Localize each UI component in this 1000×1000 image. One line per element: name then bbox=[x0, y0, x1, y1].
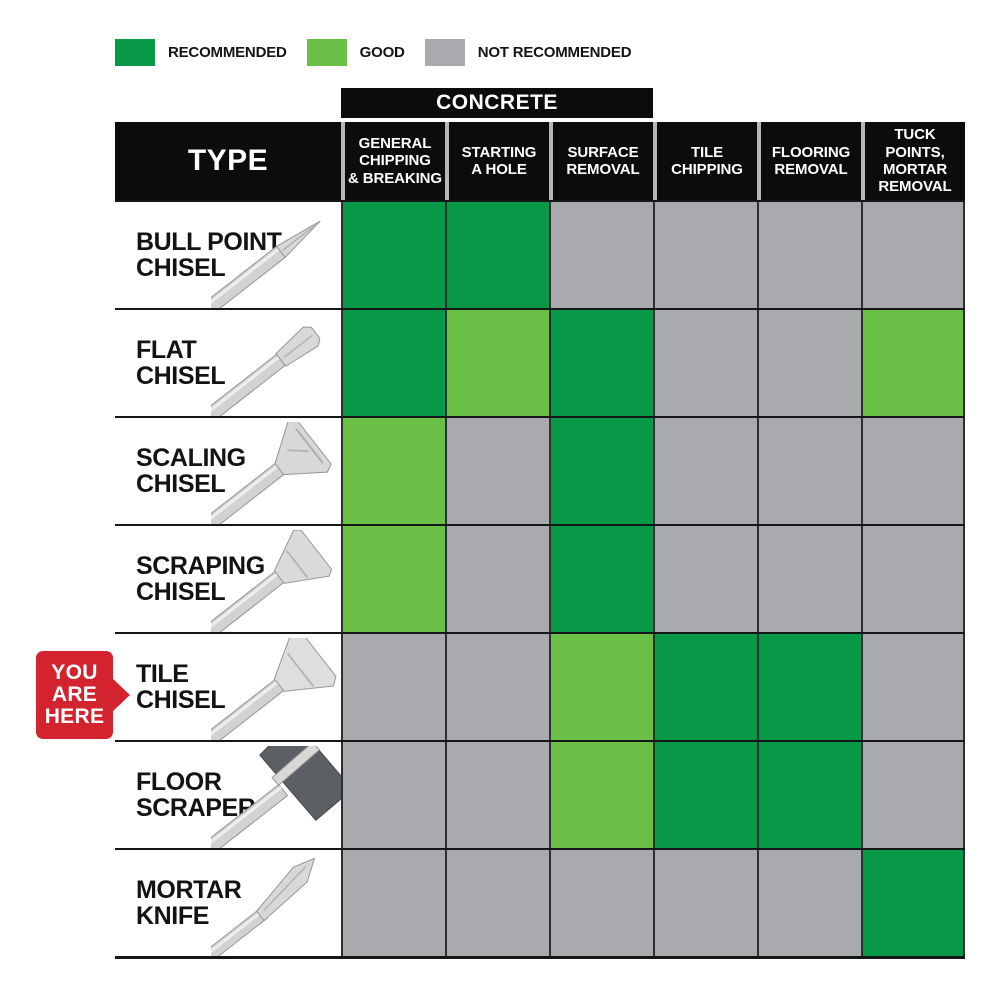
tile-chisel-image bbox=[211, 638, 337, 740]
table-row-tile-chisel: TILE CHISEL bbox=[115, 632, 965, 740]
matrix-cell bbox=[341, 850, 445, 956]
mortar-knife-image bbox=[211, 857, 316, 956]
matrix-cell bbox=[653, 742, 757, 848]
matrix-cell bbox=[445, 526, 549, 632]
good-swatch bbox=[306, 39, 347, 66]
column-header-tuck-points: TUCK POINTS, MORTAR REMOVAL bbox=[861, 122, 965, 200]
column-header-flooring-removal: FLOORING REMOVAL bbox=[757, 122, 861, 200]
table-row-scraping-chisel: SCRAPING CHISEL bbox=[115, 524, 965, 632]
table-row-scaling-chisel: SCALING CHISEL bbox=[115, 416, 965, 524]
column-header-general-chipping: GENERAL CHIPPING & BREAKING bbox=[341, 122, 445, 200]
matrix-cell bbox=[861, 742, 965, 848]
matrix-cell bbox=[549, 418, 653, 524]
row-label-floor-scraper: FLOOR SCRAPER bbox=[115, 742, 341, 848]
matrix-cell bbox=[549, 202, 653, 308]
matrix-cell bbox=[757, 742, 861, 848]
matrix-cell bbox=[445, 634, 549, 740]
matrix-cell bbox=[757, 202, 861, 308]
recommended-swatch bbox=[115, 39, 155, 66]
column-header-starting-a-hole: STARTING A HOLE bbox=[445, 122, 549, 200]
column-header-row: TYPE GENERAL CHIPPING & BREAKING STARTIN… bbox=[115, 122, 965, 200]
matrix-cell bbox=[861, 418, 965, 524]
bull-point-chisel-image bbox=[211, 220, 321, 308]
matrix-cell bbox=[341, 310, 445, 416]
matrix-cell bbox=[653, 850, 757, 956]
legend-label: NOT RECOMMENDED bbox=[477, 44, 632, 61]
row-label-scaling-chisel: SCALING CHISEL bbox=[115, 418, 341, 524]
matrix-cell bbox=[445, 850, 549, 956]
matrix-cell bbox=[861, 634, 965, 740]
matrix-cell bbox=[861, 310, 965, 416]
scraping-chisel-image bbox=[211, 530, 333, 632]
matrix-cell bbox=[757, 850, 861, 956]
matrix-cell bbox=[445, 418, 549, 524]
legend-item-not-recommended: NOT RECOMMENDED bbox=[424, 39, 632, 66]
concrete-group-header: CONCRETE bbox=[341, 88, 653, 118]
matrix-cell bbox=[445, 310, 549, 416]
scaling-chisel-image bbox=[211, 422, 332, 524]
you-are-here-badge: YOU ARE HERE bbox=[36, 651, 113, 739]
legend: RECOMMENDED GOOD NOT RECOMMENDED bbox=[115, 39, 632, 66]
matrix-cell bbox=[549, 634, 653, 740]
legend-item-recommended: RECOMMENDED bbox=[115, 39, 287, 66]
legend-label: RECOMMENDED bbox=[168, 44, 287, 61]
table-row-mortar-knife: MORTAR KNIFE bbox=[115, 848, 965, 956]
matrix-cell bbox=[757, 418, 861, 524]
badge-line: ARE bbox=[51, 682, 98, 706]
floor-scraper-image bbox=[211, 746, 341, 848]
type-header: TYPE bbox=[115, 122, 341, 200]
matrix-cell bbox=[653, 526, 757, 632]
not-recommended-swatch bbox=[424, 39, 465, 66]
column-header-surface-removal: SURFACE REMOVAL bbox=[549, 122, 653, 200]
matrix-cell bbox=[549, 742, 653, 848]
matrix-cell bbox=[861, 202, 965, 308]
matrix-cell bbox=[861, 850, 965, 956]
matrix-cell bbox=[549, 526, 653, 632]
matrix-cell bbox=[341, 634, 445, 740]
table-row-bull-point-chisel: BULL POINT CHISEL bbox=[115, 200, 965, 308]
row-label-tile-chisel: TILE CHISEL bbox=[115, 634, 341, 740]
matrix-cell bbox=[757, 310, 861, 416]
matrix-cell bbox=[549, 310, 653, 416]
table-row-floor-scraper: FLOOR SCRAPER bbox=[115, 740, 965, 848]
matrix-cell bbox=[341, 202, 445, 308]
matrix-cell bbox=[653, 310, 757, 416]
badge-line: HERE bbox=[44, 705, 105, 729]
flat-chisel-image bbox=[211, 326, 321, 416]
matrix-cell bbox=[653, 418, 757, 524]
row-label-mortar-knife: MORTAR KNIFE bbox=[115, 850, 341, 956]
matrix-cell bbox=[653, 202, 757, 308]
row-label-bull-point-chisel: BULL POINT CHISEL bbox=[115, 202, 341, 308]
matrix-cell bbox=[445, 202, 549, 308]
matrix-cell bbox=[757, 634, 861, 740]
matrix-cell bbox=[445, 742, 549, 848]
legend-item-good: GOOD bbox=[306, 39, 405, 66]
matrix-cell bbox=[861, 526, 965, 632]
table-body: BULL POINT CHISEL FL bbox=[115, 200, 965, 959]
column-header-tile-chipping: TILE CHIPPING bbox=[653, 122, 757, 200]
legend-label: GOOD bbox=[359, 44, 405, 61]
table-row-flat-chisel: FLAT CHISEL bbox=[115, 308, 965, 416]
row-label-flat-chisel: FLAT CHISEL bbox=[115, 310, 341, 416]
row-label-scraping-chisel: SCRAPING CHISEL bbox=[115, 526, 341, 632]
matrix-cell bbox=[653, 634, 757, 740]
matrix-cell bbox=[341, 526, 445, 632]
badge-line: YOU bbox=[51, 660, 98, 684]
matrix-cell bbox=[341, 418, 445, 524]
matrix-cell bbox=[549, 850, 653, 956]
matrix-cell bbox=[341, 742, 445, 848]
chisel-comparison-table: CONCRETE TYPE GENERAL CHIPPING & BREAKIN… bbox=[115, 88, 965, 959]
matrix-cell bbox=[757, 526, 861, 632]
